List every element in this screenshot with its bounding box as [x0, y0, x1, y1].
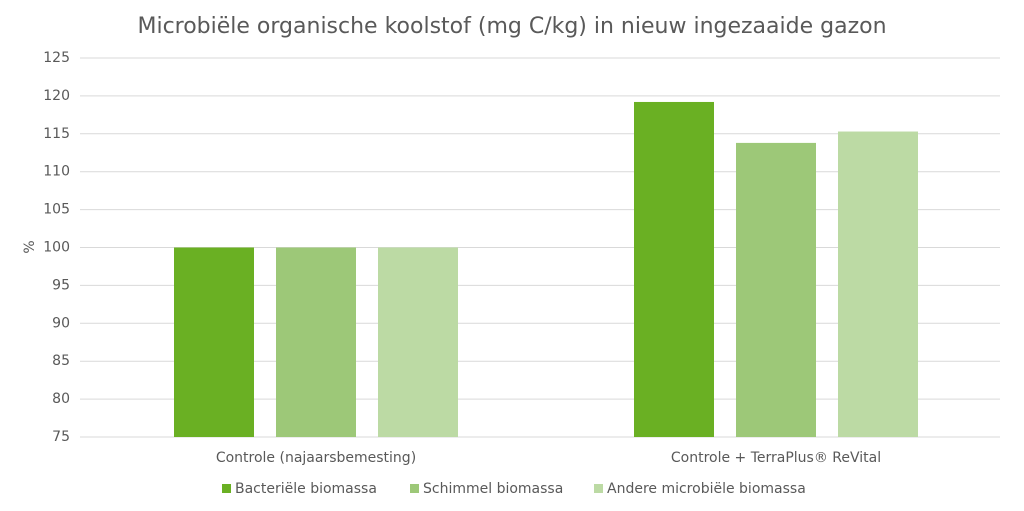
- legend-swatch: [222, 484, 231, 493]
- legend-label: Bacteriële biomassa: [235, 481, 377, 497]
- y-tick-label: 90: [52, 315, 70, 331]
- y-tick-label: 125: [43, 50, 70, 66]
- x-tick-label: Controle + TerraPlus® ReVital: [671, 450, 881, 466]
- legend-swatch: [594, 484, 603, 493]
- y-tick-label: 80: [52, 391, 70, 407]
- legend-swatch: [410, 484, 419, 493]
- y-tick-label: 110: [43, 164, 70, 180]
- bar: [634, 101, 714, 438]
- y-tick-label: 85: [52, 353, 70, 369]
- bar: [736, 142, 816, 437]
- chart-title: Microbiële organische koolstof (mg C/kg)…: [137, 14, 886, 39]
- y-tick-label: 120: [43, 88, 70, 104]
- y-tick-label: 100: [43, 240, 70, 256]
- y-tick-label: 75: [52, 429, 70, 445]
- bar: [838, 131, 918, 437]
- x-tick-label: Controle (najaarsbemesting): [216, 450, 416, 466]
- bar: [174, 247, 254, 437]
- y-tick-label: 105: [43, 202, 70, 218]
- legend-label: Schimmel biomassa: [423, 481, 563, 497]
- bar: [378, 247, 458, 437]
- y-tick-label: 95: [52, 277, 70, 293]
- legend-label: Andere microbiële biomassa: [607, 481, 806, 497]
- y-axis-label: %: [22, 240, 38, 253]
- bar: [276, 247, 356, 437]
- y-tick-label: 115: [43, 126, 70, 142]
